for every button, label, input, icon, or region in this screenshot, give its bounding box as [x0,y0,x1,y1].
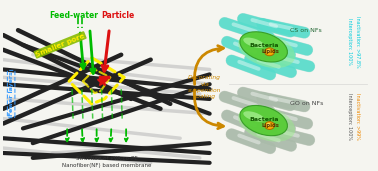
Text: Smaller pore: Smaller pore [35,32,85,57]
Ellipse shape [243,111,265,122]
Text: Feed-water: Feed-water [50,11,99,19]
Ellipse shape [265,48,274,56]
Ellipse shape [266,49,271,52]
Text: Lipids: Lipids [262,123,279,128]
Ellipse shape [238,105,295,142]
Text: Bacteria: Bacteria [249,117,278,122]
Text: Inactivation: >99%: Inactivation: >99% [355,93,359,140]
Text: Decorating
via
suspension
coating: Decorating via suspension coating [188,75,222,99]
FancyArrowPatch shape [194,46,223,84]
Text: Lipids: Lipids [262,49,279,54]
Ellipse shape [240,106,287,136]
Ellipse shape [266,123,271,126]
Text: Inactivation: >97.8%: Inactivation: >97.8% [355,16,359,68]
Text: Interception: 100%: Interception: 100% [347,93,352,140]
Text: Particle: Particle [102,11,135,19]
Text: Interception: 100%: Interception: 100% [347,18,352,65]
Ellipse shape [243,38,265,48]
Text: CS on NFs: CS on NFs [290,28,322,33]
Text: Fewer layers: Fewer layers [9,72,14,116]
Ellipse shape [240,32,287,62]
Text: Bacteria: Bacteria [249,43,278,48]
Text: GO on NFs: GO on NFs [290,101,324,106]
FancyArrowPatch shape [194,90,223,129]
Text: Structure of PVA-co-PE
Nanofiber(NF) based membrane: Structure of PVA-co-PE Nanofiber(NF) bas… [62,156,151,168]
Ellipse shape [265,122,274,129]
Ellipse shape [238,32,295,68]
